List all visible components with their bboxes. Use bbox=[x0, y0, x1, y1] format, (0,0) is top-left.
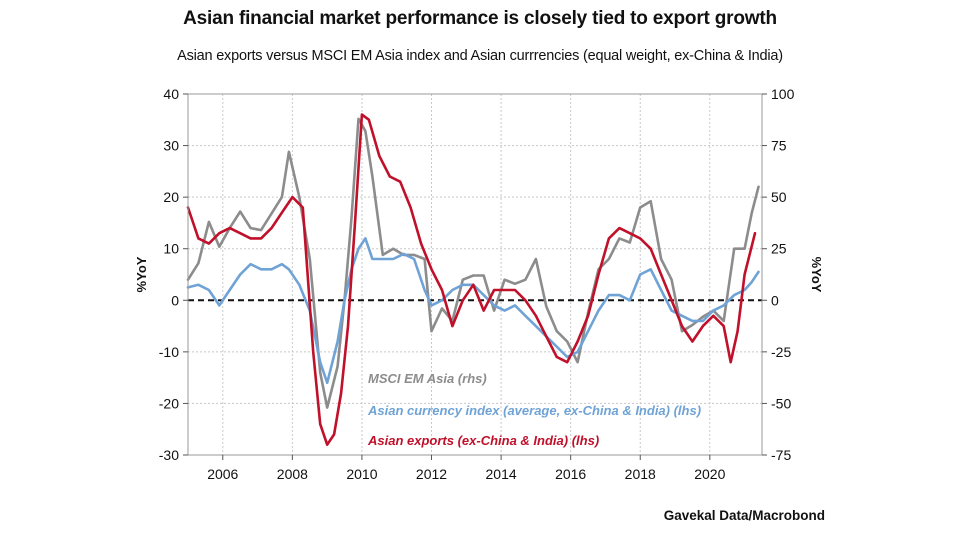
left-tick-label: 0 bbox=[171, 292, 179, 308]
right-tick-label: 100 bbox=[771, 86, 795, 102]
x-tick-label: 2012 bbox=[416, 466, 447, 482]
right-tick-label: 0 bbox=[771, 292, 779, 308]
x-tick-label: 2006 bbox=[207, 466, 238, 482]
left-tick-label: 20 bbox=[163, 189, 179, 205]
chart-title: Asian financial market performance is cl… bbox=[183, 8, 777, 29]
series-line-msci bbox=[186, 117, 760, 409]
plot-frame bbox=[187, 93, 763, 456]
legend-entry-currency: Asian currency index (average, ex-China … bbox=[367, 403, 701, 418]
legend-entry-msci: MSCI EM Asia (rhs) bbox=[368, 371, 487, 386]
left-tick-label: 10 bbox=[163, 241, 179, 257]
x-tick-label: 2008 bbox=[277, 466, 308, 482]
x-tick-label: 2016 bbox=[555, 466, 586, 482]
series-line-exports bbox=[186, 113, 757, 447]
series-group bbox=[186, 113, 760, 447]
x-tick-label: 2018 bbox=[625, 466, 656, 482]
left-axis-title: %YoY bbox=[134, 256, 149, 292]
left-tick-label: 40 bbox=[163, 86, 179, 102]
left-tick-label: -30 bbox=[159, 447, 179, 463]
left-tick-label: -10 bbox=[159, 344, 179, 360]
right-tick-label: 75 bbox=[771, 138, 787, 154]
chart-subtitle: Asian exports versus MSCI EM Asia index … bbox=[177, 48, 783, 64]
right-axis-title: %YoY bbox=[809, 257, 824, 293]
source-note: Gavekal Data/Macrobond bbox=[663, 508, 825, 523]
axes: 403020100-10-20-301007550250-25-50-75200… bbox=[134, 86, 824, 482]
right-tick-label: -50 bbox=[771, 395, 791, 411]
left-tick-label: 30 bbox=[163, 138, 179, 154]
legend: MSCI EM Asia (rhs) Asian currency index (… bbox=[367, 371, 701, 448]
right-tick-label: -75 bbox=[771, 447, 791, 463]
x-tick-label: 2014 bbox=[486, 466, 517, 482]
left-tick-label: -20 bbox=[159, 395, 179, 411]
x-tick-label: 2020 bbox=[694, 466, 725, 482]
right-tick-label: -25 bbox=[771, 344, 791, 360]
right-tick-label: 50 bbox=[771, 189, 787, 205]
right-tick-label: 25 bbox=[771, 241, 787, 257]
x-tick-label: 2010 bbox=[346, 466, 377, 482]
legend-entry-exports: Asian exports (ex-China & India) (lhs) bbox=[367, 433, 599, 448]
series-line-currency bbox=[186, 237, 760, 385]
